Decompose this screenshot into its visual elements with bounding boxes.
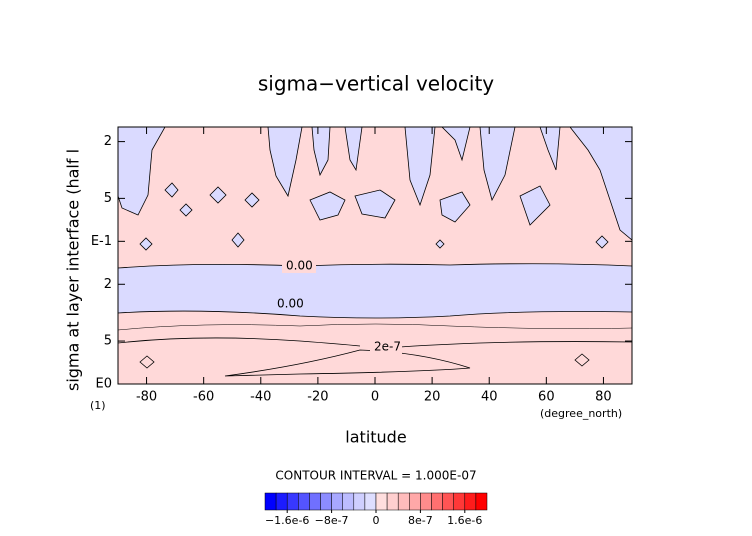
x-tick-label: 40 — [481, 390, 498, 405]
colorbar-box — [397, 492, 410, 511]
colorbar-tick-label: 8e-7 — [408, 514, 433, 527]
x-tick-label: -60 — [193, 390, 214, 405]
colorbar-box — [286, 492, 299, 511]
colorbar-box — [309, 492, 321, 511]
colorbar-tick-label: −8e-7 — [315, 514, 349, 527]
x-axis-label: latitude — [345, 428, 406, 447]
label-bg — [282, 259, 316, 273]
contour-label: 0.00 — [277, 297, 304, 311]
x-unit: (degree_north) — [540, 407, 622, 420]
colorbar-box — [386, 492, 399, 511]
colorbar-tick-label: 1.6e-6 — [447, 514, 482, 527]
colorbar-box — [342, 492, 355, 511]
colorbar-box — [420, 492, 432, 511]
x-tick-label: 80 — [595, 390, 612, 405]
contour-label: 0.00 — [286, 259, 313, 273]
y-tick-label: 5 — [104, 334, 112, 349]
x-tick-label: 60 — [538, 390, 555, 405]
colorbar-box — [320, 492, 332, 511]
field-negative — [117, 126, 633, 319]
contour-interval: CONTOUR INTERVAL = 1.000E-07 — [275, 469, 476, 483]
colorbar-box — [353, 492, 366, 511]
colorbar-box — [442, 492, 454, 511]
colorbar-tick-label: −1.6e-6 — [265, 514, 309, 527]
plot-area: 0.00 0.00 2e-7 — [117, 126, 633, 385]
y-tick-label: 5 — [104, 191, 112, 206]
x-tick-label: -20 — [307, 390, 328, 405]
contour-label: 2e-7 — [374, 340, 401, 354]
y-axis-label: sigma at layer interface (half l — [64, 149, 83, 391]
y-tick-label: 2 — [104, 134, 112, 149]
colorbar-box — [298, 492, 310, 511]
y-tick-label: E-1 — [91, 234, 112, 249]
x-tick-label: -80 — [136, 390, 157, 405]
y-unit: (1) — [90, 399, 106, 412]
label-bg — [370, 340, 402, 354]
colorbar-box — [264, 492, 277, 511]
colorbar-box — [464, 492, 477, 511]
chart-title: sigma−vertical velocity — [258, 72, 494, 96]
colorbar-box — [364, 492, 377, 511]
x-tick-label: -40 — [250, 390, 271, 405]
label-bg — [275, 297, 309, 311]
colorbar-box — [409, 492, 421, 511]
colorbar-box — [331, 492, 343, 511]
colorbar-tick-label: 0 — [373, 514, 380, 527]
colorbar-box — [431, 492, 443, 511]
colorbar-box — [475, 492, 488, 511]
colorbar-box — [275, 492, 288, 511]
colorbar-box — [375, 492, 388, 511]
contour-lines — [117, 323, 633, 377]
colorbar-box — [453, 492, 466, 511]
y-tick-label: 2 — [104, 277, 112, 292]
x-tick-label: 0 — [371, 390, 379, 405]
x-tick-label: 20 — [424, 390, 441, 405]
y-tick-label: E0 — [96, 377, 113, 392]
